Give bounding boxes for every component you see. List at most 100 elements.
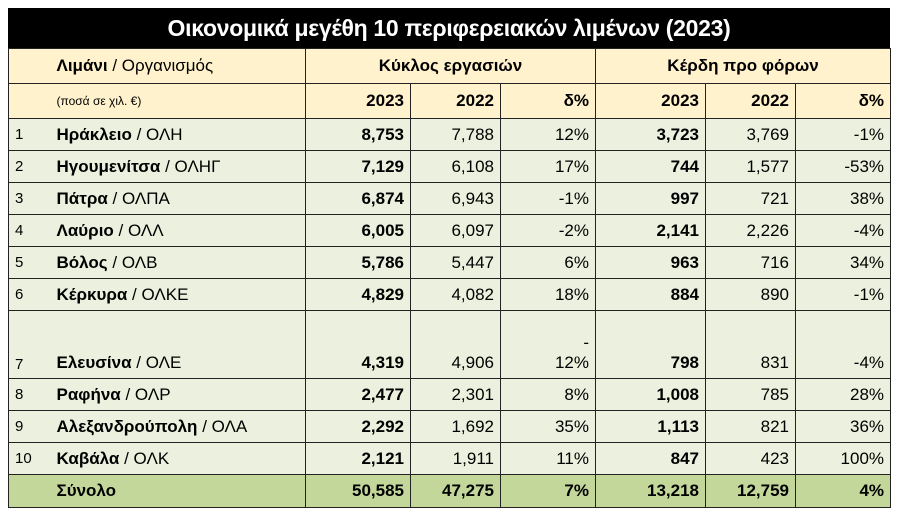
header-row: Λιμάνι / Οργανισμός Κύκλος εργασιών Κέρδ… [8, 48, 892, 84]
port-name: Αλεξανδρούπολη [56, 416, 198, 436]
rank: 3 [8, 182, 51, 215]
data-row: 8 Ραφήνα / ΟΛΡ 2,477 2,301 8% 1,008 785 28% [8, 378, 892, 411]
column-header: 2023 [595, 83, 706, 119]
port-cell: Λαύριο / ΟΛΛ [50, 214, 306, 247]
port-name: Λαύριο [56, 220, 114, 240]
value-cell: 2,292 [305, 410, 411, 443]
data-row: 7 Ελευσίνα / ΟΛΕ 4,319 4,906- 12% 798 831 -4% [8, 310, 892, 379]
port-cell: Βόλος / ΟΛΒ [50, 246, 306, 279]
port-org: / ΟΛΕ [136, 353, 182, 372]
header-cell [8, 48, 51, 84]
port-name: Ραφήνα [56, 384, 121, 404]
table: Λιμάνι / Οργανισμός Κύκλος εργασιών Κέρδ… [8, 48, 892, 508]
value-cell: 847 [595, 442, 706, 475]
value-cell: 18% [500, 278, 596, 311]
total-value: 13,218 [595, 474, 706, 508]
value-cell: 2,226 [705, 214, 796, 247]
value-cell: 11% [500, 442, 596, 475]
value-cell: 3,769 [705, 118, 796, 151]
port-name: Ηγουμενίτσα [56, 156, 161, 176]
value-cell: 28% [794, 378, 892, 411]
rank: 2 [8, 150, 51, 183]
value-cell: 963 [595, 246, 706, 279]
port-name: Πάτρα [56, 188, 108, 208]
port-cell: Καβάλα / ΟΛΚ [50, 442, 306, 475]
group-header: Κύκλος εργασιών [305, 48, 596, 84]
port-name: Ηράκλειο [56, 124, 132, 144]
column-header: 2022 [705, 83, 796, 119]
value-cell: 7,788 [410, 118, 501, 151]
port-cell: Αλεξανδρούπολη / ΟΛΑ [50, 410, 306, 443]
value-cell: 12% [500, 118, 596, 151]
value-cell: 6,874 [305, 182, 411, 215]
rank: 9 [8, 410, 51, 443]
title: Οικονομικά μεγέθη 10 περιφερειακών λιμέν… [8, 8, 890, 48]
rank: 6 [8, 278, 51, 311]
value-cell: 2,301 [410, 378, 501, 411]
value-cell: 6% [500, 246, 596, 279]
value-cell: 716 [705, 246, 796, 279]
total-value: 7% [500, 474, 596, 508]
header-port: Λιμάνι [56, 56, 108, 75]
value-cell: 35% [500, 410, 596, 443]
value-cell: 6,108 [410, 150, 501, 183]
value-cell: 8% [500, 378, 596, 411]
port-cell: Πάτρα / ΟΛΠΑ [50, 182, 306, 215]
value-cell: 17% [500, 150, 596, 183]
value-cell: 5,447 [410, 246, 501, 279]
value-cell: -4% [794, 310, 892, 379]
port-org: / ΟΛΗΓ [165, 156, 221, 176]
value-cell: 821 [705, 410, 796, 443]
value-cell: 3,723 [595, 118, 706, 151]
value-cell: 36% [794, 410, 892, 443]
value-cell: 5,786 [305, 246, 411, 279]
value-cell: 38% [794, 182, 892, 215]
port-name: Ελευσίνα [56, 353, 132, 372]
column-header: 2023 [305, 83, 411, 119]
port-cell: Ηράκλειο / ΟΛΗ [50, 118, 306, 151]
value-cell: 4,906 [410, 310, 501, 379]
value-cell: 2,121 [305, 442, 411, 475]
port-org: / ΟΛΠΑ [112, 188, 170, 208]
value-cell: -2% [500, 214, 596, 247]
value-cell: 6,005 [305, 214, 411, 247]
port-cell: Ηγουμενίτσα / ΟΛΗΓ [50, 150, 306, 183]
total-row: Σύνολο 50,585 47,275 7% 13,218 12,759 4% [8, 474, 892, 508]
port-name: Κέρκυρα [56, 284, 128, 304]
rank: 4 [8, 214, 51, 247]
value-cell: 785 [705, 378, 796, 411]
header-note: (ποσά σε χιλ. €) [50, 83, 306, 119]
value-cell: 4,082 [410, 278, 501, 311]
data-row: 5 Βόλος / ΟΛΒ 5,786 5,447 6% 963 716 34% [8, 246, 892, 279]
port-org: / ΟΛΒ [112, 252, 158, 272]
value-cell: 831 [705, 310, 796, 379]
value-cell: 1,692 [410, 410, 501, 443]
total-value: 50,585 [305, 474, 411, 508]
value-cell: -53% [794, 150, 892, 183]
value-cell: -1% [794, 118, 892, 151]
header-cell: Λιμάνι / Οργανισμός [50, 48, 306, 84]
rank: 1 [8, 118, 51, 151]
data-row: 2 Ηγουμενίτσα / ΟΛΗΓ 7,129 6,108 17% 744 1,577… [8, 150, 892, 183]
column-header: δ% [794, 83, 892, 119]
value-cell: 2,141 [595, 214, 706, 247]
value-cell: 884 [595, 278, 706, 311]
header-org: / Οργανισμός [112, 56, 214, 75]
value-cell: 721 [705, 182, 796, 215]
group-header: Κέρδη προ φόρων [594, 48, 892, 84]
port-name: Βόλος [56, 252, 108, 272]
value-cell: 1,911 [410, 442, 501, 475]
value-cell: 4,829 [305, 278, 411, 311]
total-label: Σύνολο [50, 474, 306, 508]
data-row: 9 Αλεξανδρούπολη / ΟΛΑ 2,292 1,692 35% 1,113 8… [8, 410, 892, 443]
data-row: 6 Κέρκυρα / ΟΛΚΕ 4,829 4,082 18% 884 890 -1% [8, 278, 892, 311]
data-row: 1 Ηράκλειο / ΟΛΗ 8,753 7,788 12% 3,723 3,769 -1… [8, 118, 892, 151]
column-header: 2022 [410, 83, 501, 119]
rank: 10 [8, 442, 51, 475]
value-cell: 7,129 [305, 150, 411, 183]
value-cell: 890 [705, 278, 796, 311]
data-row: 10 Καβάλα / ΟΛΚ 2,121 1,911 11% 847 423 100% [8, 442, 892, 475]
port-org: / ΟΛΑ [202, 416, 248, 436]
total-value: 12,759 [705, 474, 796, 508]
